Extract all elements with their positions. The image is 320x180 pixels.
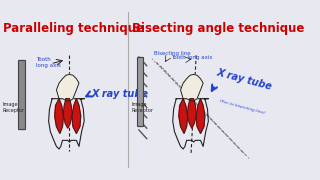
Polygon shape — [188, 99, 196, 128]
Text: (Per to bisecting line): (Per to bisecting line) — [219, 99, 265, 115]
Polygon shape — [56, 74, 79, 101]
Bar — [137, 57, 143, 127]
Bar — [138, 57, 142, 127]
Polygon shape — [179, 99, 188, 133]
Bar — [18, 60, 25, 129]
Text: Image
Receptor: Image Receptor — [132, 102, 154, 113]
Bar — [19, 60, 24, 129]
Text: Tooth
long axis: Tooth long axis — [36, 57, 61, 68]
Text: X ray tube: X ray tube — [215, 67, 273, 92]
Polygon shape — [196, 99, 205, 133]
Polygon shape — [72, 99, 81, 133]
Text: Image
Receptor: Image Receptor — [3, 102, 25, 113]
Text: Bisecting angle technique: Bisecting angle technique — [132, 22, 304, 35]
Polygon shape — [55, 99, 63, 133]
Polygon shape — [180, 74, 203, 101]
Text: Tooth long axis: Tooth long axis — [171, 55, 212, 60]
Text: Bisecting line: Bisecting line — [154, 51, 190, 56]
Text: X ray tube: X ray tube — [91, 89, 148, 99]
Polygon shape — [63, 99, 72, 128]
Text: Paralleling technique: Paralleling technique — [4, 22, 144, 35]
